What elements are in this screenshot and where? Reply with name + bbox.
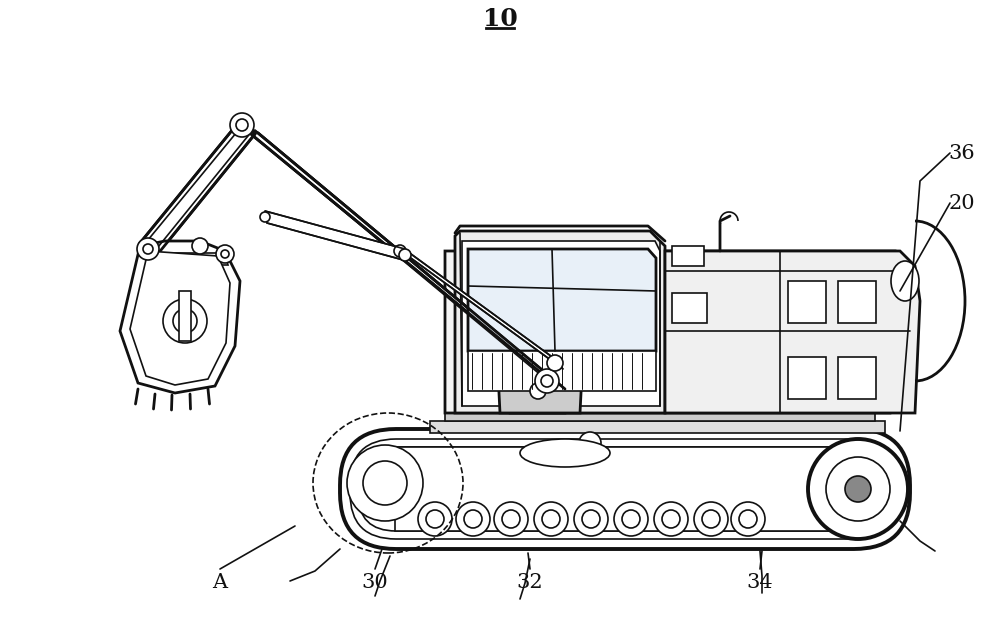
Bar [672, 246, 704, 266]
Circle shape [494, 502, 528, 536]
Circle shape [579, 432, 601, 454]
Circle shape [731, 502, 765, 536]
Circle shape [236, 119, 248, 131]
Circle shape [137, 238, 159, 260]
Circle shape [530, 383, 546, 399]
Text: A: A [212, 574, 228, 592]
Circle shape [230, 113, 254, 137]
Bar [788, 357, 826, 399]
Polygon shape [498, 373, 582, 413]
Circle shape [622, 510, 640, 528]
Circle shape [502, 510, 520, 528]
Polygon shape [120, 241, 240, 393]
Circle shape [845, 476, 871, 502]
Polygon shape [265, 211, 407, 261]
Circle shape [654, 502, 688, 536]
Text: 20: 20 [949, 194, 975, 213]
Bar [672, 293, 707, 323]
Bar [179, 291, 191, 341]
Bar [430, 421, 885, 433]
Circle shape [662, 510, 680, 528]
Text: 34: 34 [747, 574, 773, 592]
Circle shape [347, 445, 423, 521]
Circle shape [216, 245, 234, 263]
Circle shape [808, 439, 908, 539]
Bar [788, 281, 826, 323]
FancyBboxPatch shape [358, 447, 892, 531]
Circle shape [534, 502, 568, 536]
Polygon shape [235, 121, 565, 389]
Circle shape [143, 244, 153, 254]
Polygon shape [455, 231, 665, 413]
Text: 32: 32 [517, 574, 543, 592]
Bar [445, 413, 875, 421]
Circle shape [739, 510, 757, 528]
Circle shape [192, 238, 208, 254]
Circle shape [163, 299, 207, 343]
Text: 30: 30 [362, 574, 388, 592]
Circle shape [826, 457, 890, 521]
Circle shape [582, 510, 600, 528]
Circle shape [464, 510, 482, 528]
Polygon shape [462, 241, 660, 406]
Ellipse shape [520, 439, 610, 467]
Circle shape [418, 502, 452, 536]
Polygon shape [140, 123, 255, 255]
FancyBboxPatch shape [350, 439, 900, 539]
Circle shape [535, 369, 559, 393]
Circle shape [260, 212, 270, 222]
Text: 10: 10 [483, 7, 517, 31]
Text: 36: 36 [949, 144, 975, 163]
Polygon shape [445, 251, 895, 413]
Circle shape [702, 510, 720, 528]
Circle shape [542, 510, 560, 528]
Circle shape [541, 375, 553, 387]
Circle shape [173, 309, 197, 333]
Circle shape [426, 510, 444, 528]
Circle shape [399, 249, 411, 261]
Circle shape [574, 502, 608, 536]
Polygon shape [468, 249, 656, 351]
Circle shape [694, 502, 728, 536]
Circle shape [456, 502, 490, 536]
Polygon shape [468, 351, 656, 391]
Polygon shape [507, 381, 568, 413]
Ellipse shape [891, 261, 919, 301]
Polygon shape [665, 251, 920, 413]
Circle shape [614, 502, 648, 536]
Polygon shape [155, 253, 228, 265]
Polygon shape [130, 251, 230, 385]
Polygon shape [400, 246, 563, 369]
Bar [395, 447, 845, 531]
FancyBboxPatch shape [340, 429, 910, 549]
Bar [838, 281, 876, 323]
Bar [838, 357, 876, 399]
Circle shape [394, 245, 406, 257]
Circle shape [547, 355, 563, 371]
Circle shape [363, 461, 407, 505]
Circle shape [221, 250, 229, 258]
